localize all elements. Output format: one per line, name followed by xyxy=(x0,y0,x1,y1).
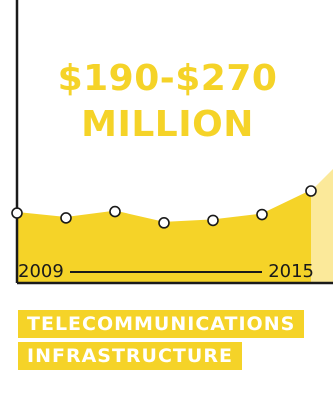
year-range-connector-line xyxy=(69,271,263,273)
data-point-2009 xyxy=(11,207,23,219)
x-axis-year-range: 2009 2015 xyxy=(18,262,314,282)
category-label-line-2: INFRASTRUCTURE xyxy=(18,342,242,370)
area-fill xyxy=(17,191,311,283)
data-point-2010 xyxy=(60,212,72,224)
category-label-line-1: TELECOMMUNICATIONS xyxy=(18,310,305,338)
data-points xyxy=(11,185,317,229)
data-point-2011 xyxy=(109,205,121,218)
value-range-line-2: MILLION xyxy=(81,104,254,145)
area-extension xyxy=(311,169,333,283)
x-tick-label-end: 2015 xyxy=(268,261,314,282)
value-range-title: $190-$270 MILLION xyxy=(40,56,295,148)
data-point-2015 xyxy=(305,185,317,197)
value-range-line-1: $190-$270 xyxy=(57,58,278,99)
x-tick-label-start: 2009 xyxy=(18,261,64,282)
data-point-2013 xyxy=(207,214,219,227)
data-point-2012 xyxy=(158,217,170,229)
data-point-2014 xyxy=(256,208,268,221)
area-chart xyxy=(11,0,333,285)
